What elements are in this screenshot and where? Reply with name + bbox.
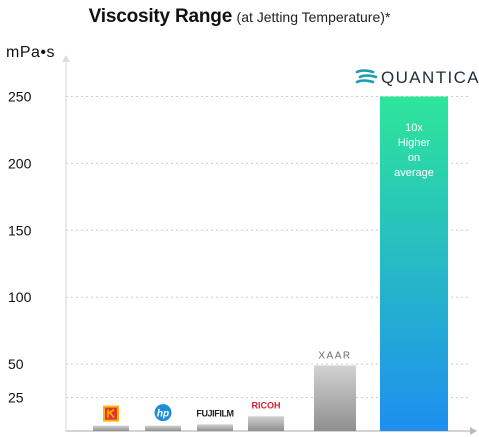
bar-annotation-line: 10x [405, 122, 423, 134]
hp-logo-text: hp [157, 409, 169, 420]
bar-kodak [93, 425, 129, 431]
quantica-logo-wave-2 [358, 74, 378, 79]
chart-title: Viscosity Range [88, 6, 233, 27]
bar-fujifilm [197, 424, 233, 431]
quantica-logo-wave-3 [355, 79, 375, 84]
y-axis-unit-label: mPa•s [6, 44, 55, 61]
fujifilm-logo: FUJIFILM [196, 408, 233, 418]
bar-ricoh [248, 416, 284, 431]
kodak-logo-k [107, 408, 115, 419]
ricoh-logo: RICOH [252, 400, 281, 410]
bar-xaar [314, 365, 356, 431]
bar-annotation: 10x Higher on average [394, 122, 434, 179]
x-axis-arrow [470, 427, 477, 435]
bar-annotation-line: Higher [398, 137, 431, 149]
chart-title-block: Viscosity Range (at Jetting Temperature)… [0, 6, 479, 28]
bar-quantica [380, 96, 448, 431]
category-logos: hp FUJIFILM RICOH XAAR QUANTICA [103, 68, 479, 422]
bar-annotation-line: on [408, 152, 420, 164]
xaar-logo: XAAR [318, 350, 351, 361]
hp-logo: hp [154, 404, 172, 422]
y-tick-label: 150 [8, 222, 32, 238]
quantica-logo: QUANTICA [355, 68, 479, 87]
y-tick-labels: 25 50 100 150 200 250 [8, 89, 32, 406]
kodak-logo [103, 405, 119, 422]
bars [93, 96, 448, 431]
y-tick-label: 100 [8, 289, 32, 305]
y-tick-label: 250 [8, 89, 32, 105]
y-axis-arrow [62, 55, 70, 62]
y-tick-label: 200 [8, 155, 32, 171]
y-tick-label: 25 [8, 390, 24, 406]
quantica-logo-text: QUANTICA [381, 68, 479, 87]
bar-annotation-line: average [394, 167, 434, 179]
chart-subtitle: (at Jetting Temperature)* [236, 9, 391, 25]
quantica-logo-wave-1 [355, 69, 375, 74]
bar-hp [145, 425, 181, 431]
hp-logo-circle [154, 404, 172, 422]
y-tick-label: 50 [8, 356, 24, 372]
